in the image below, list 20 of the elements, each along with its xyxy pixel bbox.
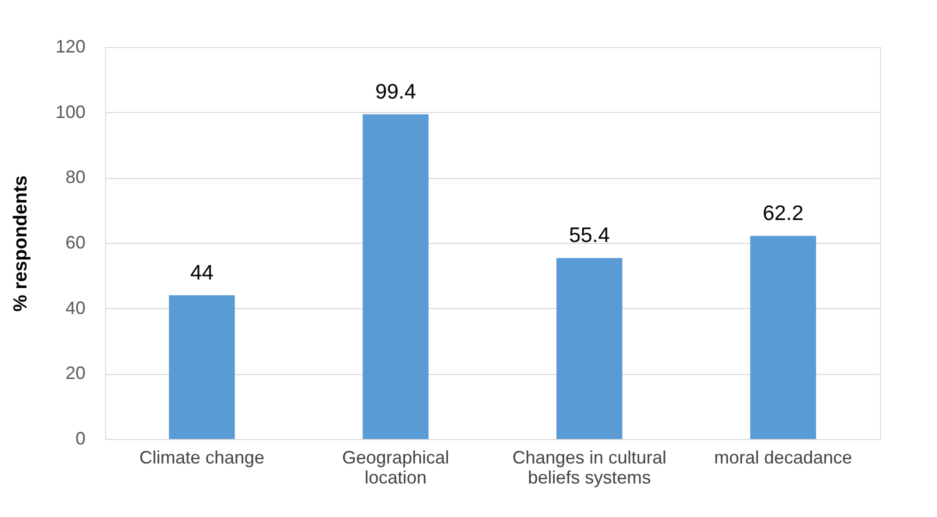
bar — [168, 295, 235, 439]
data-label: 55.4 — [568, 224, 610, 248]
x-tick-label: Changes in cultural beliefs systems — [512, 448, 666, 488]
x-tick-label: Climate change — [139, 448, 264, 468]
bar — [750, 236, 816, 439]
x-tick-label: moral decadance — [714, 448, 852, 468]
y-tick-label: 100 — [55, 102, 86, 122]
y-tick-label: 40 — [65, 298, 86, 318]
y-tick-label: 120 — [55, 36, 86, 56]
y-tick-label: 0 — [75, 428, 86, 448]
y-tick-label: 20 — [65, 363, 86, 384]
x-tick-label: Geographical location — [342, 448, 450, 488]
y-tick-label: 60 — [65, 232, 86, 252]
bar — [362, 114, 429, 439]
data-label: 62.2 — [762, 202, 804, 225]
data-label: 44 — [190, 261, 214, 284]
bar — [556, 258, 622, 439]
y-axis-title: % respondents — [10, 175, 32, 312]
y-tick-label: 80 — [65, 167, 86, 188]
data-label: 99.4 — [375, 80, 416, 104]
